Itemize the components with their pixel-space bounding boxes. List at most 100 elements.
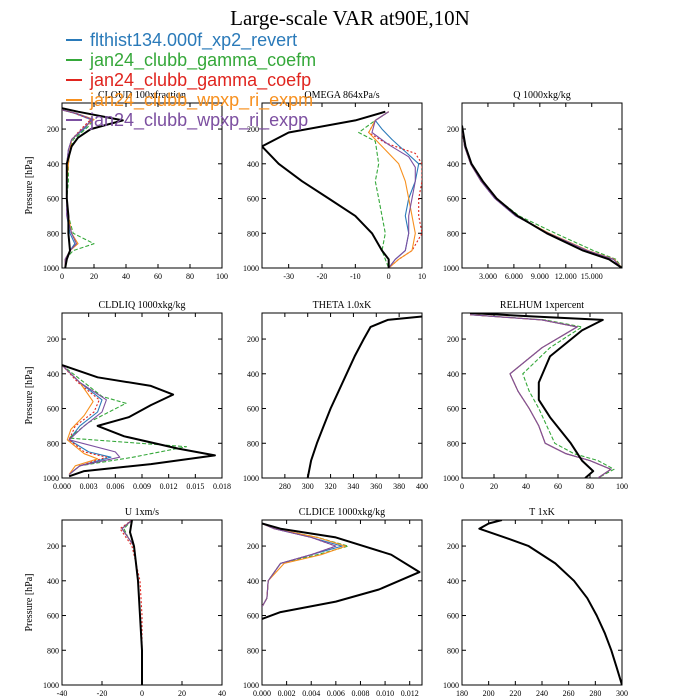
series-line (462, 129, 622, 268)
x-tick-label: 0.015 (186, 482, 204, 491)
series-line (478, 520, 622, 685)
y-tick-label: 400 (47, 577, 59, 586)
legend-item: jan24_clubb_wpxp_ri_expp (66, 110, 316, 130)
series-line (478, 520, 622, 685)
x-tick-label: -20 (97, 689, 108, 698)
legend-item: jan24_clubb_gamma_coefm (66, 50, 316, 70)
x-tick-label: 10 (418, 272, 426, 281)
legend-label: jan24_clubb_gamma_coefp (90, 69, 312, 90)
series-line (62, 109, 95, 268)
x-tick-label: 0.003 (80, 482, 98, 491)
y-tick-label: 200 (47, 335, 59, 344)
y-tick-label: 600 (247, 405, 259, 414)
series-line (478, 520, 622, 685)
series-line (462, 129, 622, 268)
series-line (469, 314, 612, 478)
page-title: Large-scale VAR at90E,10N (230, 6, 470, 30)
plot-frame (461, 102, 623, 269)
legend-swatch (66, 119, 82, 121)
y-tick-label: 200 (447, 335, 459, 344)
y-tick-label: 1000 (443, 681, 459, 690)
series-line (262, 110, 390, 268)
y-tick-label: 400 (447, 370, 459, 379)
x-tick-label: 9.000 (531, 272, 549, 281)
series-line (478, 520, 622, 685)
legend-item: jan24_clubb_gamma_coefp (66, 70, 316, 90)
x-tick-label: 0.009 (133, 482, 151, 491)
x-tick-label: 20 (178, 689, 186, 698)
x-tick-label: 15.000 (581, 272, 603, 281)
series-line (306, 315, 422, 478)
y-tick-label: 200 (47, 542, 59, 551)
x-tick-label: 60 (154, 272, 162, 281)
x-tick-label: 80 (586, 482, 594, 491)
y-tick-label: 1000 (243, 681, 259, 690)
x-tick-label: -10 (350, 272, 361, 281)
y-tick-label: 800 (247, 646, 259, 655)
panel-title: CLOUD 100xfraction (98, 90, 186, 101)
x-tick-label: 380 (393, 482, 405, 491)
x-tick-label: -40 (57, 689, 68, 698)
series-line (62, 107, 124, 268)
plot-frame (261, 312, 423, 479)
panel-title: T 1xK (529, 507, 555, 518)
x-tick-label: 280 (279, 482, 291, 491)
x-tick-label: 12.000 (555, 272, 577, 281)
series-line (62, 364, 107, 475)
y-tick-label: 1000 (243, 474, 259, 483)
series-line (307, 315, 422, 478)
x-tick-label: 320 (325, 482, 337, 491)
panel-title: OMEGA 864xPa/s (304, 90, 379, 101)
panel-title: CLDLIQ 1000xkg/kg (99, 300, 186, 311)
series-line (307, 315, 422, 478)
y-tick-label: 400 (47, 160, 59, 169)
y-tick-label: 800 (47, 229, 59, 238)
x-tick-label: 260 (563, 689, 575, 698)
legend-label: jan24_clubb_wpxp_ri_expp (90, 109, 309, 130)
legend-swatch (66, 59, 82, 61)
x-tick-label: 0.000 (53, 482, 71, 491)
x-tick-label: 0.006 (106, 482, 124, 491)
y-tick-label: 600 (47, 195, 59, 204)
x-tick-label: 0.004 (302, 689, 320, 698)
series-line (478, 520, 622, 685)
x-tick-label: 100 (216, 272, 228, 281)
y-tick-label: 600 (447, 405, 459, 414)
series-line (469, 314, 615, 478)
x-tick-label: 240 (536, 689, 548, 698)
series-line (462, 129, 622, 268)
legend-label: jan24_clubb_wpxp_ri_expm (90, 89, 314, 110)
panel-title: CLDICE 1000xkg/kg (299, 507, 385, 518)
series-line (307, 315, 422, 478)
x-tick-label: -20 (317, 272, 328, 281)
x-tick-label: 0.012 (401, 689, 419, 698)
series-line (469, 313, 604, 478)
y-tick-label: 600 (47, 405, 59, 414)
x-tick-label: 0.018 (213, 482, 231, 491)
series-line (62, 364, 112, 475)
x-tick-label: 0.012 (160, 482, 178, 491)
y-tick-label: 200 (47, 125, 59, 134)
x-tick-label: 180 (456, 689, 468, 698)
series-line (462, 129, 622, 268)
y-tick-label: 1000 (443, 264, 459, 273)
y-tick-label: 600 (447, 195, 459, 204)
y-tick-label: 600 (247, 195, 259, 204)
series-line (262, 522, 337, 608)
series-line (371, 111, 416, 268)
panel-title: U 1xm/s (125, 507, 159, 518)
y-tick-label: 1000 (43, 474, 59, 483)
x-tick-label: 220 (509, 689, 521, 698)
y-tick-label: 600 (47, 612, 59, 621)
x-tick-label: 300 (302, 482, 314, 491)
y-tick-label: 800 (447, 646, 459, 655)
y-tick-label: 400 (247, 160, 259, 169)
x-tick-label: 100 (616, 482, 628, 491)
plot-frame (61, 102, 223, 269)
series-line (374, 111, 420, 268)
x-tick-label: 0.002 (278, 689, 296, 698)
series-line (62, 364, 216, 478)
series-line (368, 111, 416, 268)
x-tick-label: 300 (616, 689, 628, 698)
legend-swatch (66, 79, 82, 81)
